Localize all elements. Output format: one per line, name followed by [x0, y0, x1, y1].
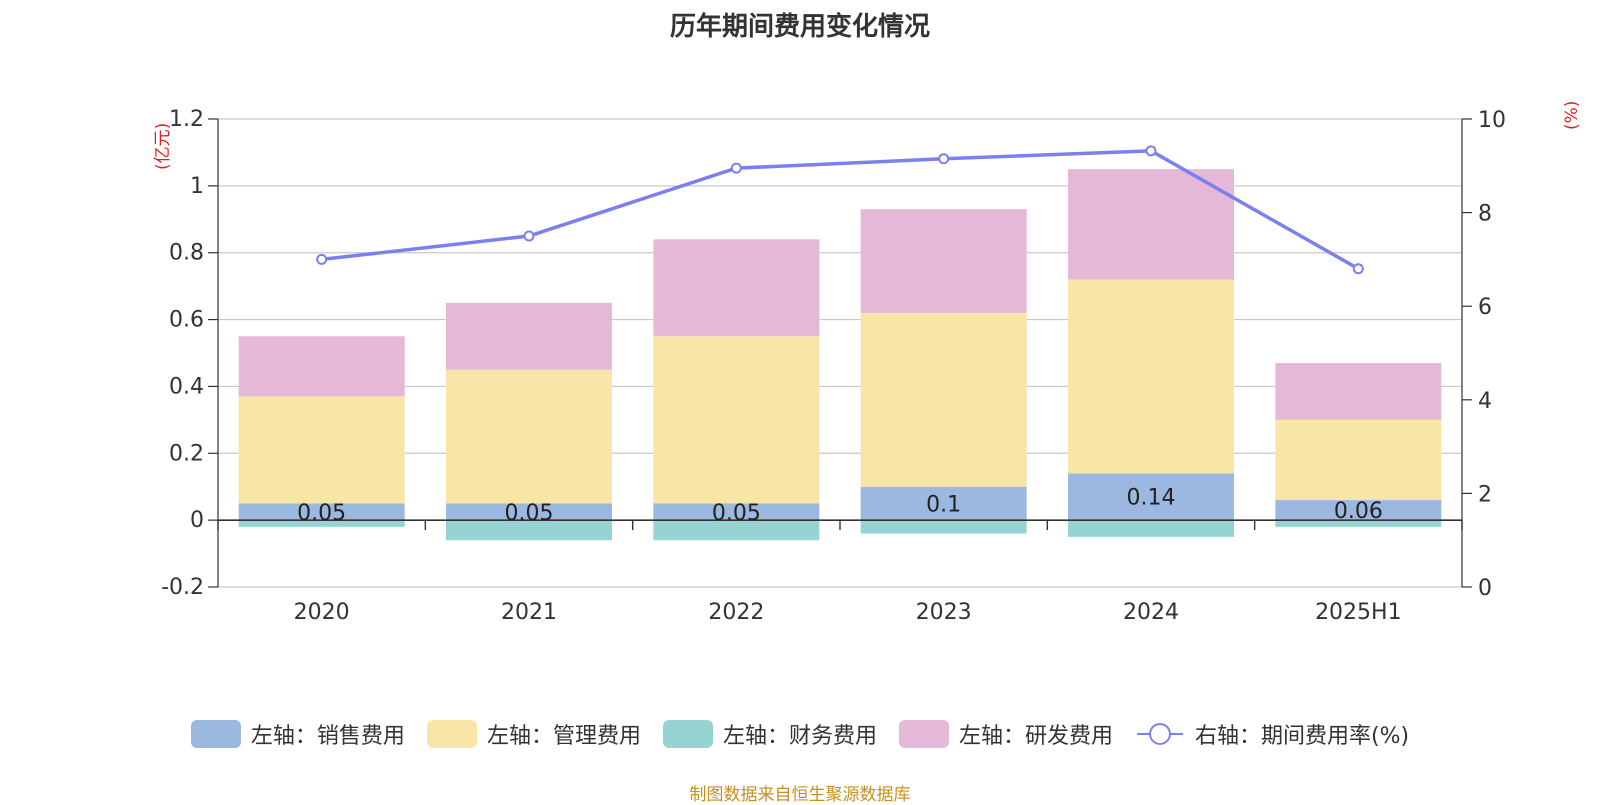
rate-line: [321, 149, 1360, 271]
bar-rd: [446, 302, 612, 370]
chart-legend: 左轴：销售费用 左轴：管理费用 左轴：财务费用 左轴：研发费用 右轴：期间费用率(%): [0, 718, 1600, 750]
left-axis-tick-label: 0.4: [169, 374, 204, 399]
bar-rd: [1068, 169, 1234, 280]
x-axis-tick-label: 2025H1: [1315, 600, 1402, 625]
data-label-sales: 0.1: [926, 492, 961, 517]
legend-label: 右轴：期间费用率(%): [1194, 724, 1410, 749]
legend-swatch: [426, 720, 477, 748]
left-axis-tick-label: 0.8: [169, 241, 204, 266]
data-source-note: 制图数据来自恒生聚源数据库: [689, 785, 911, 805]
bar-admin: [860, 312, 1027, 487]
bar-admin: [1068, 279, 1234, 474]
bar-finance: [1275, 520, 1442, 527]
right-axis-tick-label: 10: [1478, 108, 1506, 133]
x-axis-tick-label: 2024: [1123, 600, 1179, 625]
right-axis-tick-label: 6: [1478, 295, 1492, 320]
bar-rd: [860, 209, 1027, 313]
bar-finance: [446, 520, 612, 541]
data-label-sales: 0.06: [1334, 499, 1383, 524]
legend-item-rate[interactable]: 右轴：期间费用率(%): [1135, 718, 1409, 750]
rate-point: [1145, 145, 1157, 157]
bar-sales: [446, 503, 612, 521]
legend-item-finance[interactable]: 左轴：财务费用: [662, 718, 877, 750]
bar-rd: [238, 336, 405, 397]
x-axis-tick-label: 2022: [708, 600, 764, 625]
left-axis-tick-label: 0.2: [169, 441, 204, 466]
bar-finance: [860, 520, 1027, 534]
left-axis-tick-label: -0.2: [161, 575, 204, 600]
legend-swatch: [190, 720, 241, 748]
data-label-sales: 0.05: [297, 501, 346, 526]
bar-sales: [860, 486, 1027, 521]
rate-point: [523, 230, 535, 242]
rate-point: [938, 153, 950, 165]
bar-finance: [1068, 520, 1234, 537]
data-label-sales: 0.14: [1127, 486, 1176, 511]
bar-admin: [1275, 419, 1442, 501]
data-label-sales: 0.05: [505, 501, 554, 526]
right-axis-tick-label: 0: [1478, 576, 1492, 601]
bar-finance: [238, 520, 405, 527]
bar-sales: [1275, 500, 1442, 521]
left-axis-tick-label: 0.6: [169, 308, 204, 333]
legend-item-admin[interactable]: 左轴：管理费用: [426, 718, 641, 750]
bar-sales: [653, 503, 820, 521]
left-axis-tick-label: 1: [190, 174, 204, 199]
bar-finance: [653, 520, 820, 541]
rate-point: [730, 162, 742, 174]
x-axis-tick-label: 2020: [294, 600, 350, 625]
rate-point: [1352, 263, 1364, 275]
bar-admin: [446, 369, 612, 504]
right-axis-tick-label: 4: [1478, 389, 1492, 414]
right-axis-tick-label: 2: [1478, 482, 1492, 507]
legend-swatch: [898, 720, 949, 748]
bar-sales: [238, 503, 405, 521]
legend-label: 左轴：管理费用: [486, 724, 641, 749]
right-axis-tick-label: 8: [1478, 202, 1492, 227]
legend-line-swatch: [1136, 723, 1183, 745]
legend-label: 左轴：财务费用: [722, 724, 877, 749]
legend-label: 左轴：研发费用: [958, 724, 1113, 749]
legend-swatch: [662, 720, 713, 748]
bar-sales: [1068, 473, 1234, 521]
x-axis-tick-label: 2023: [916, 600, 972, 625]
bar-rd: [653, 239, 820, 337]
bar-admin: [238, 396, 405, 504]
bar-rd: [1275, 363, 1442, 420]
legend-item-rd[interactable]: 左轴：研发费用: [898, 718, 1113, 750]
chart-title: 历年期间费用变化情况: [669, 12, 930, 42]
left-axis-tick-label: 0: [190, 508, 204, 533]
legend-label: 左轴：销售费用: [250, 724, 405, 749]
left-axis-tick-label: 1.2: [169, 107, 204, 132]
data-label-sales: 0.05: [712, 501, 761, 526]
x-axis-tick-label: 2021: [501, 600, 557, 625]
legend-item-sales[interactable]: 左轴：销售费用: [190, 718, 405, 750]
bar-admin: [653, 336, 820, 504]
rate-point: [316, 253, 328, 265]
